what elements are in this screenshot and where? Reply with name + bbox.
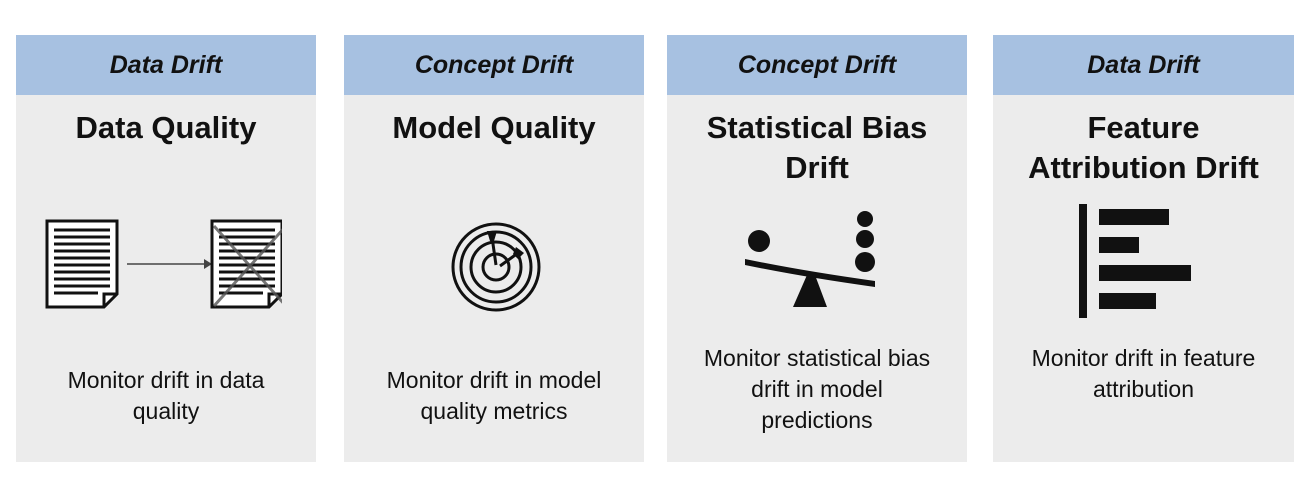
card-feature-attribution-drift: Data Drift Feature Attribution Drift Mon… xyxy=(993,35,1294,462)
card-header: Data Drift xyxy=(16,35,316,95)
card-description: Monitor drift in model quality metrics xyxy=(386,367,602,424)
card-description: Monitor drift in feature attribution xyxy=(1031,345,1256,402)
card-title: Feature Attribution Drift xyxy=(1028,110,1259,185)
card-model-quality: Concept Drift Model Quality Monitor drif… xyxy=(344,35,644,462)
card-header: Concept Drift xyxy=(667,35,967,95)
card-header: Data Drift xyxy=(993,35,1294,95)
seesaw-balance-icon xyxy=(745,211,875,307)
card-header: Concept Drift xyxy=(344,35,644,95)
card-statistical-bias-drift: Concept Drift Statistical Bias Drift Mon… xyxy=(667,35,967,462)
card-data-quality: Data Drift Data Quality xyxy=(16,35,316,462)
target-with-arrows-icon xyxy=(451,222,541,312)
horizontal-bar-chart-icon xyxy=(1079,204,1191,318)
documents-arrow-crossed-document-icon xyxy=(45,219,282,309)
card-description: Monitor drift in data quality xyxy=(67,367,265,424)
card-description: Monitor statistical bias drift in model … xyxy=(703,345,931,433)
card-title: Model Quality xyxy=(392,110,596,145)
card-title: Data Quality xyxy=(75,110,257,145)
card-title: Statistical Bias Drift xyxy=(706,110,928,185)
